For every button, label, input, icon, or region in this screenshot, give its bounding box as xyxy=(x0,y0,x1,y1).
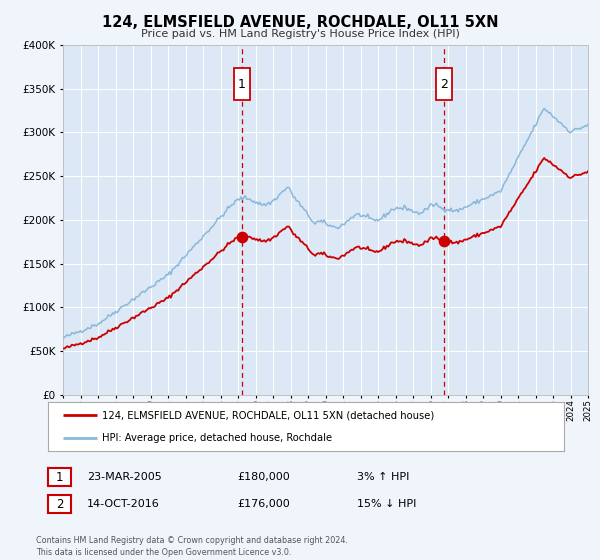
Text: 3% ↑ HPI: 3% ↑ HPI xyxy=(357,472,409,482)
Text: 2: 2 xyxy=(440,78,448,91)
Text: £180,000: £180,000 xyxy=(237,472,290,482)
Point xyxy=(237,233,247,242)
Text: 2: 2 xyxy=(56,497,63,511)
FancyBboxPatch shape xyxy=(234,68,250,100)
Text: Price paid vs. HM Land Registry's House Price Index (HPI): Price paid vs. HM Land Registry's House … xyxy=(140,29,460,39)
Text: £176,000: £176,000 xyxy=(237,499,290,509)
Text: 124, ELMSFIELD AVENUE, ROCHDALE, OL11 5XN (detached house): 124, ELMSFIELD AVENUE, ROCHDALE, OL11 5X… xyxy=(102,410,434,421)
Point xyxy=(440,236,449,245)
Text: HPI: Average price, detached house, Rochdale: HPI: Average price, detached house, Roch… xyxy=(102,433,332,444)
Text: 14-OCT-2016: 14-OCT-2016 xyxy=(87,499,160,509)
FancyBboxPatch shape xyxy=(436,68,452,100)
Text: 15% ↓ HPI: 15% ↓ HPI xyxy=(357,499,416,509)
Text: 124, ELMSFIELD AVENUE, ROCHDALE, OL11 5XN: 124, ELMSFIELD AVENUE, ROCHDALE, OL11 5X… xyxy=(102,15,498,30)
Text: 1: 1 xyxy=(56,470,63,484)
Text: 23-MAR-2005: 23-MAR-2005 xyxy=(87,472,162,482)
Text: Contains HM Land Registry data © Crown copyright and database right 2024.
This d: Contains HM Land Registry data © Crown c… xyxy=(36,536,348,557)
Text: 1: 1 xyxy=(238,78,246,91)
